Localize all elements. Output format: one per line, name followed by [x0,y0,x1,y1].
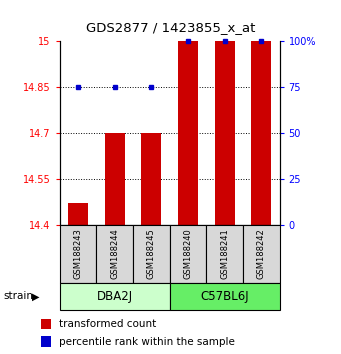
Text: GSM188241: GSM188241 [220,229,229,279]
Text: GDS2877 / 1423855_x_at: GDS2877 / 1423855_x_at [86,21,255,34]
FancyBboxPatch shape [169,225,206,283]
FancyBboxPatch shape [133,225,169,283]
Bar [41,319,51,329]
Text: strain: strain [3,291,33,301]
Text: GSM188242: GSM188242 [257,229,266,279]
FancyBboxPatch shape [206,225,243,283]
Text: GSM188240: GSM188240 [183,229,192,279]
FancyBboxPatch shape [243,225,280,283]
FancyBboxPatch shape [96,225,133,283]
Text: GSM188243: GSM188243 [74,229,83,279]
Text: ▶: ▶ [32,291,40,301]
FancyBboxPatch shape [169,283,280,310]
Text: transformed count: transformed count [59,319,156,329]
Bar [105,133,125,225]
Text: DBA2J: DBA2J [97,290,133,303]
Text: C57BL6J: C57BL6J [200,290,249,303]
FancyBboxPatch shape [60,225,96,283]
Bar [68,203,88,225]
FancyBboxPatch shape [60,283,169,310]
Text: GSM188245: GSM188245 [147,229,156,279]
Text: percentile rank within the sample: percentile rank within the sample [59,337,234,347]
Bar [178,41,198,225]
Bar [251,41,271,225]
Bar [41,336,51,347]
Text: GSM188244: GSM188244 [110,229,119,279]
Bar [214,41,235,225]
Bar [141,133,161,225]
